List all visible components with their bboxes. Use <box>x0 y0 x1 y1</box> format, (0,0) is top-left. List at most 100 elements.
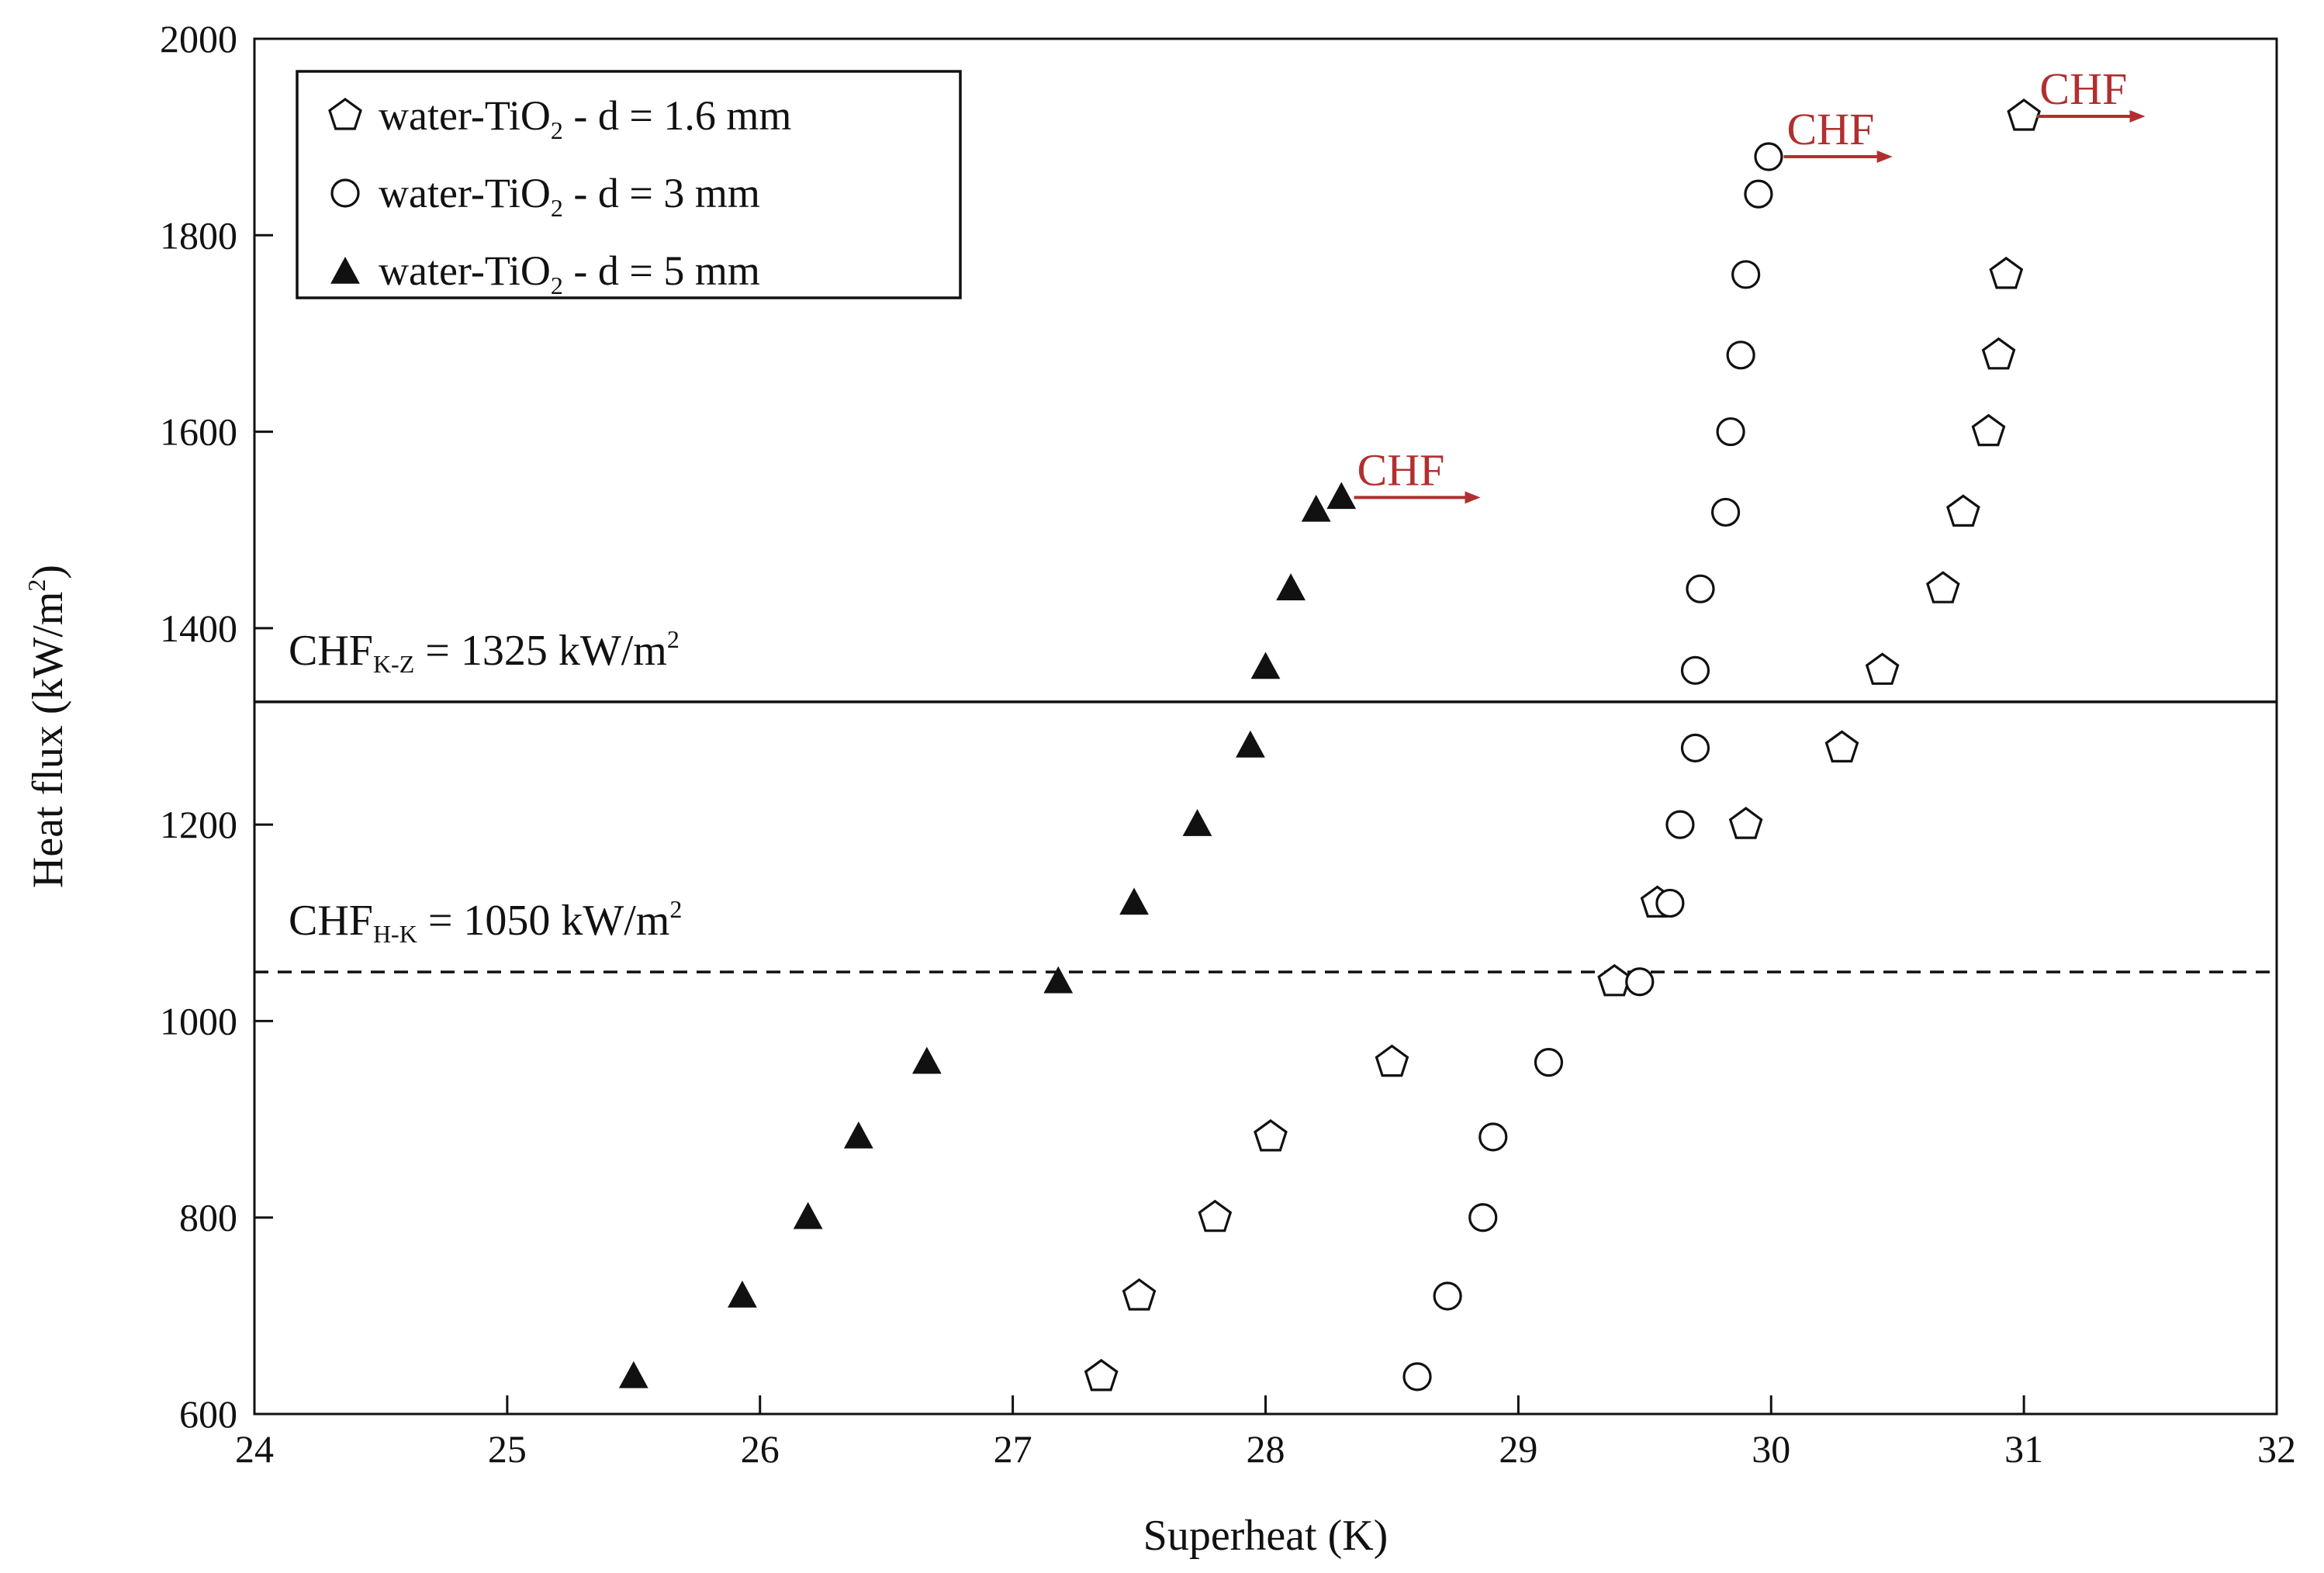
chf-arrow-head <box>1876 150 1893 163</box>
circle-marker <box>1754 142 1783 171</box>
legend-label-sub: 2 <box>551 194 563 222</box>
circle-marker <box>1744 179 1773 209</box>
circle-marker <box>1680 733 1710 762</box>
triangle-marker <box>1250 652 1281 679</box>
legend-circle-icon <box>330 178 360 208</box>
x-tick-label: 32 <box>2257 1427 2296 1471</box>
circle-marker <box>1716 417 1745 447</box>
ref-label-sup: 2 <box>667 625 680 653</box>
circle-marker <box>1710 497 1741 527</box>
chf-arrow-head <box>1465 491 1481 504</box>
y-tick-label: 2000 <box>160 17 237 60</box>
y-axis-title-end: ) <box>24 565 72 579</box>
triangle-marker <box>793 1201 823 1229</box>
pentagon-marker <box>1254 1118 1288 1152</box>
annotations-layer: CHF CHF CHF <box>1354 64 2146 504</box>
circle-marker <box>1478 1122 1508 1152</box>
legend-label-pre: water-TiO <box>379 170 551 216</box>
triangle-marker <box>728 1280 757 1308</box>
series-layer <box>618 99 2041 1392</box>
ref-label-sub: K-Z <box>373 650 414 678</box>
pentagon-marker <box>1122 1278 1157 1311</box>
circle-marker <box>1655 888 1685 918</box>
chf-annotation-label: CHF <box>2039 64 2127 114</box>
y-axis-title-main: Heat flux (kW/m <box>24 592 72 889</box>
legend-triangle-icon <box>330 256 360 284</box>
triangle-marker <box>618 1360 648 1388</box>
pentagon-marker <box>1728 807 1763 839</box>
pentagon-marker <box>1198 1199 1233 1232</box>
legend-pentagon-icon <box>328 98 362 130</box>
x-tick-label: 26 <box>741 1427 780 1471</box>
triangle-marker <box>1326 482 1357 510</box>
pentagon-marker <box>1824 730 1859 763</box>
pentagon-marker <box>1989 256 2024 289</box>
triangle-marker <box>1182 809 1212 836</box>
chf-annotation-label: CHF <box>1787 104 1875 154</box>
circle-marker <box>1625 967 1655 997</box>
y-tick-label: 1000 <box>160 999 237 1042</box>
legend-label-post: - d = 3 mm <box>563 170 760 216</box>
triangle-marker <box>843 1121 873 1149</box>
x-tick-label: 30 <box>1752 1427 1790 1471</box>
legend-label-pre: water-TiO <box>379 247 551 294</box>
pentagon-marker <box>2007 99 2041 131</box>
triangle-marker <box>1119 887 1149 915</box>
pentagon-marker <box>1946 494 1980 527</box>
pentagon-marker <box>1084 1358 1119 1392</box>
legend-entry: water-TiO2 - d = 5 mm <box>330 247 760 299</box>
legend-label-sub: 2 <box>551 116 563 144</box>
x-axis-title: Superheat (K) <box>1143 1512 1389 1560</box>
legend-label-post: - d = 5 mm <box>563 247 760 294</box>
x-tick-label: 29 <box>1499 1427 1537 1471</box>
legend-label: water-TiO2 - d = 5 mm <box>379 247 760 299</box>
series-d5mm <box>618 482 1357 1388</box>
y-tick-label: 1200 <box>160 803 237 846</box>
chf-arrow-head <box>2129 110 2146 123</box>
ref-label-sup: 2 <box>669 895 682 923</box>
legend-entry: water-TiO2 - d = 1.6 mm <box>328 92 791 144</box>
y-axis-ticks: 600 800 1000 1200 1400 1600 1800 2000 <box>160 17 273 1436</box>
circle-marker <box>1665 810 1695 839</box>
legend-label-sub: 2 <box>551 271 563 299</box>
circle-marker <box>1468 1203 1498 1232</box>
legend-label-pre: water-TiO <box>379 92 551 139</box>
triangle-marker <box>1301 494 1331 522</box>
y-tick-label: 600 <box>179 1392 237 1436</box>
y-tick-label: 800 <box>179 1196 237 1239</box>
legend-box <box>296 70 962 299</box>
y-tick-label: 1800 <box>160 213 237 257</box>
circle-marker <box>1534 1048 1564 1077</box>
ref-label-post: = 1050 kW/m <box>417 897 670 945</box>
chf-annotation-label: CHF <box>1357 444 1445 495</box>
legend-entry: water-TiO2 - d = 3 mm <box>330 170 760 222</box>
legend-label-post: - d = 1.6 mm <box>563 92 791 139</box>
pentagon-marker <box>1971 413 2006 447</box>
pentagon-marker <box>1926 571 1960 603</box>
pentagon-marker <box>1981 337 2016 370</box>
x-tick-label: 31 <box>2004 1427 2043 1471</box>
ref-label-post: = 1325 kW/m <box>414 627 667 675</box>
circle-marker <box>1433 1281 1462 1311</box>
y-axis-title-sup: 2 <box>22 579 50 592</box>
triangle-marker <box>1043 966 1074 994</box>
y-tick-label: 1400 <box>160 607 237 650</box>
ref-label-sub: H-K <box>373 920 417 948</box>
pentagon-marker <box>1375 1044 1409 1077</box>
x-axis-ticks: 24 25 26 27 28 29 30 31 32 <box>235 1395 2296 1471</box>
circle-marker <box>1726 341 1755 370</box>
circle-marker <box>1680 655 1710 685</box>
triangle-marker <box>1276 573 1306 600</box>
ref-label-pre: CHF <box>289 627 373 675</box>
x-tick-label: 24 <box>235 1427 274 1471</box>
x-tick-label: 28 <box>1247 1427 1285 1471</box>
x-tick-label: 25 <box>488 1427 527 1471</box>
legend-label: water-TiO2 - d = 1.6 mm <box>379 92 791 144</box>
circle-marker <box>1402 1362 1432 1392</box>
chf-kz-label: CHFK-Z = 1325 kW/m2 <box>289 625 680 678</box>
circle-marker <box>1686 574 1715 603</box>
chf-hk-label: CHFH-K = 1050 kW/m2 <box>289 895 682 948</box>
triangle-marker <box>911 1046 942 1074</box>
